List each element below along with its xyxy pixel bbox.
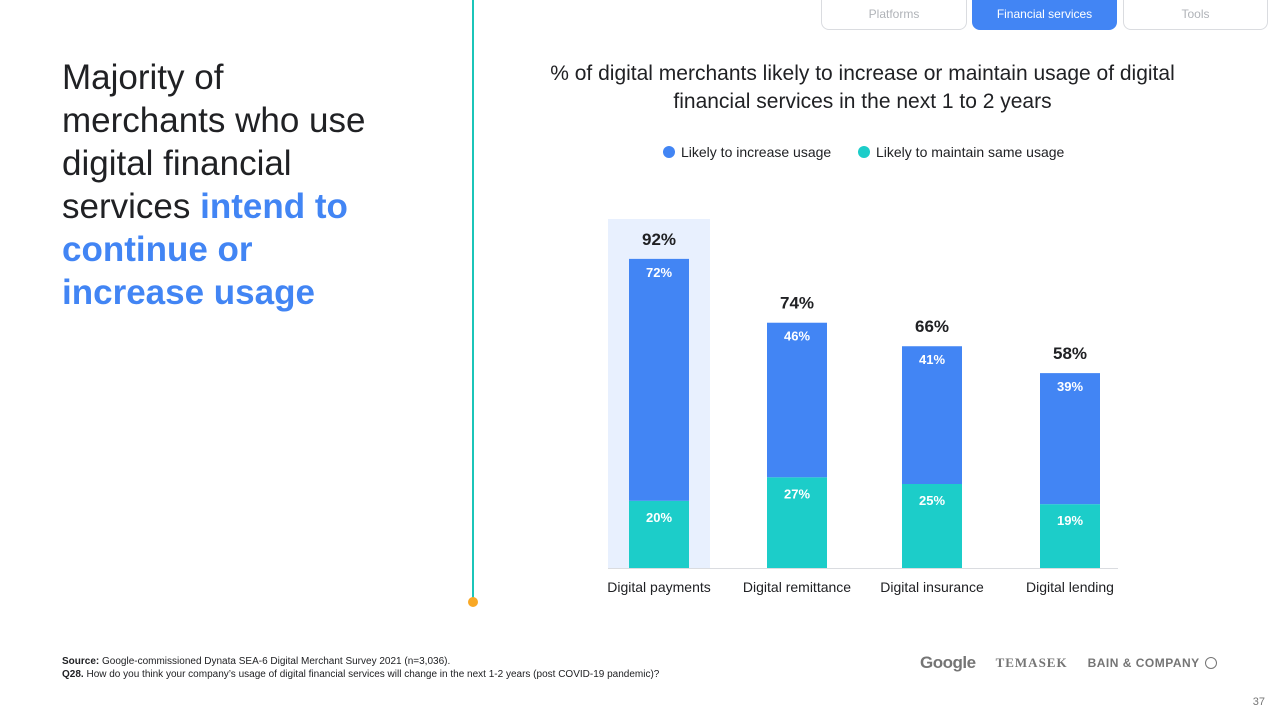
bain-logo-text: BAIN & COMPANY xyxy=(1087,656,1200,670)
bar-increase-2 xyxy=(902,346,962,484)
bain-logo: BAIN & COMPANY xyxy=(1088,656,1217,670)
headline: Majority of merchants who use digital fi… xyxy=(62,56,382,314)
category-label-1: Digital remittance xyxy=(743,579,851,595)
legend-swatch-maintain xyxy=(858,146,870,158)
question-label: Q28. xyxy=(62,669,84,680)
data-label-maintain-2: 25% xyxy=(919,493,945,508)
legend-item-increase: Likely to increase usage xyxy=(663,144,831,160)
bar-increase-1 xyxy=(767,322,827,478)
headline-highlight: intend to continue or increase usage xyxy=(62,187,348,312)
legend-swatch-increase xyxy=(663,146,675,158)
source-label: Source: xyxy=(62,656,100,667)
data-label-maintain-1: 27% xyxy=(784,486,810,501)
divider-dot xyxy=(468,597,478,607)
legend-label-maintain: Likely to maintain same usage xyxy=(876,144,1065,160)
tab-tools[interactable]: Tools xyxy=(1123,0,1268,30)
total-label-0: 92% xyxy=(642,230,676,249)
total-label-2: 66% xyxy=(915,317,949,336)
data-label-increase-1: 46% xyxy=(784,329,810,344)
data-label-increase-3: 39% xyxy=(1057,379,1083,394)
temasek-logo: TEMASEK xyxy=(995,655,1068,670)
category-label-2: Digital insurance xyxy=(880,579,984,595)
bar-increase-3 xyxy=(1040,373,1100,505)
legend-item-maintain: Likely to maintain same usage xyxy=(858,144,1064,160)
tab-platforms[interactable]: Platforms xyxy=(821,0,967,30)
data-label-increase-2: 41% xyxy=(919,352,945,367)
data-label-maintain-0: 20% xyxy=(646,510,672,525)
source-text: Google-commissioned Dynata SEA-6 Digital… xyxy=(99,656,451,667)
google-logo: Google xyxy=(920,653,976,672)
bar-maintain-2 xyxy=(902,484,962,568)
bar-maintain-3 xyxy=(1040,504,1100,568)
partner-logos: Google TEMASEK BAIN & COMPANY xyxy=(920,653,1217,673)
category-label-0: Digital payments xyxy=(607,579,711,595)
legend-label-increase: Likely to increase usage xyxy=(681,144,832,160)
bar-maintain-1 xyxy=(767,477,827,568)
question-text: How do you think your company’s usage of… xyxy=(83,669,660,680)
page-number: 37 xyxy=(1252,696,1265,708)
bain-mark-icon xyxy=(1204,657,1217,669)
footnote-question: Q28. How do you think your company’s usa… xyxy=(62,669,659,680)
bar-maintain-0 xyxy=(629,500,689,568)
chart-title: % of digital merchants likely to increas… xyxy=(550,62,1175,113)
total-label-3: 58% xyxy=(1053,344,1087,363)
footnote-source: Source: Google-commissioned Dynata SEA-6… xyxy=(62,656,450,667)
data-label-maintain-3: 19% xyxy=(1057,513,1083,528)
data-label-increase-0: 72% xyxy=(646,265,672,280)
tab-financial-services[interactable]: Financial services xyxy=(972,0,1117,30)
bar-increase-0 xyxy=(629,258,689,501)
category-label-3: Digital lending xyxy=(1026,579,1114,595)
headline-text: Majority of merchants who use digital fi… xyxy=(62,58,366,226)
divider-line xyxy=(472,0,474,600)
total-label-1: 74% xyxy=(780,294,814,313)
